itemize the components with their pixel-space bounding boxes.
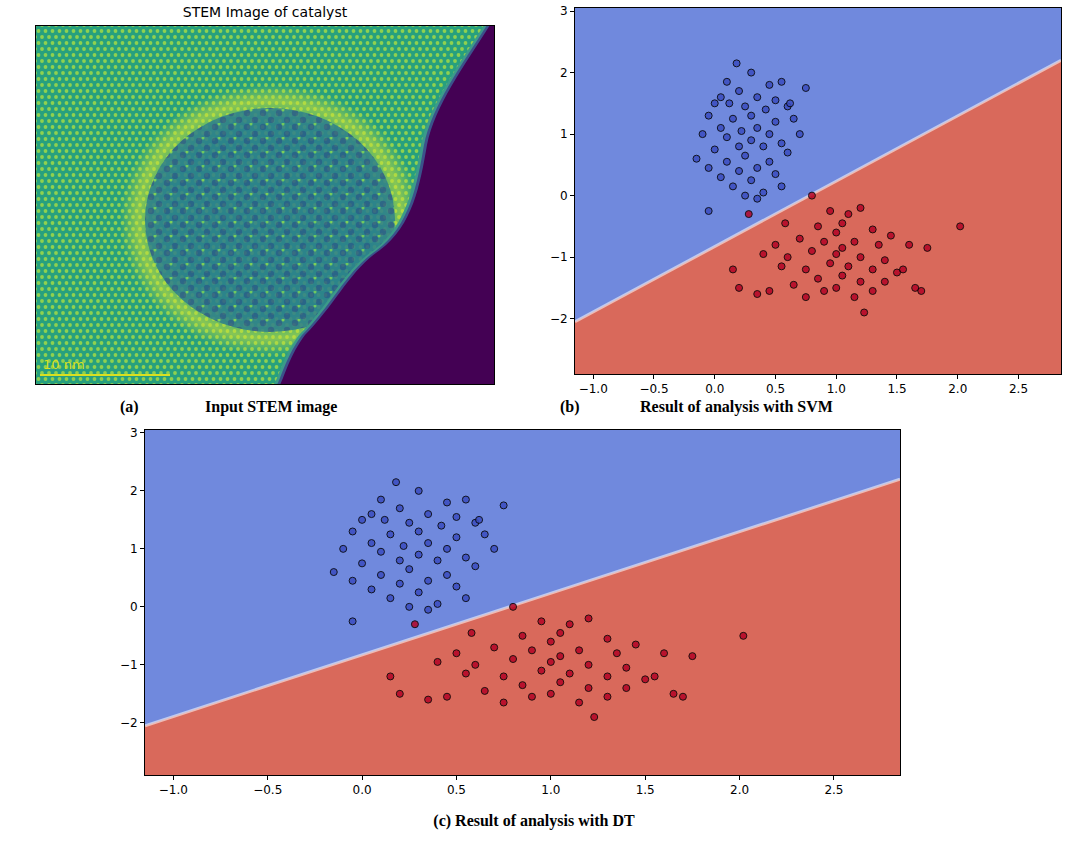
html-text:(b): (b) [560,398,580,415]
svg-text:1.5: 1.5 [636,783,655,797]
svg-text:2.5: 2.5 [824,783,843,797]
svg-text:2.0: 2.0 [730,783,749,797]
svg-text:1.0: 1.0 [827,382,846,396]
svg-text:1.5: 1.5 [887,382,906,396]
svg-text:2: 2 [130,484,138,498]
svg-text:0: 0 [560,189,568,203]
svg-text:1.0: 1.0 [541,783,560,797]
html-text:(a): (a) [120,398,139,415]
html-text:Input STEM image: Input STEM image [205,398,338,415]
svg-text:−2: −2 [550,312,568,326]
svg-text:−1.0: −1.0 [159,783,188,797]
html-text:(c) Result of analysis with DT: (c) Result of analysis with DT [433,812,635,829]
html-text:Result of analysis with SVM: Result of analysis with SVM [640,398,833,415]
svg-text:−0.5: −0.5 [253,783,282,797]
svg-text:0.0: 0.0 [353,783,372,797]
svg-text:10 nm: 10 nm [43,357,85,372]
html-text:STEM Image of catalyst: STEM Image of catalyst [182,4,348,20]
svg-text:1: 1 [130,542,138,556]
svg-text:2.5: 2.5 [1009,382,1028,396]
svg-text:−2: −2 [120,716,138,730]
svg-text:3: 3 [130,426,138,440]
svg-text:−1: −1 [550,250,568,264]
svg-text:−0.5: −0.5 [639,382,668,396]
svg-text:0: 0 [130,600,138,614]
svg-text:0.5: 0.5 [766,382,785,396]
svg-text:2: 2 [560,66,568,80]
svg-text:−1: −1 [120,658,138,672]
svg-text:0.5: 0.5 [447,783,466,797]
svg-text:2.0: 2.0 [948,382,967,396]
svg-text:1: 1 [560,127,568,141]
svg-text:0.0: 0.0 [705,382,724,396]
svg-text:3: 3 [560,4,568,18]
svg-text:−1.0: −1.0 [579,382,608,396]
